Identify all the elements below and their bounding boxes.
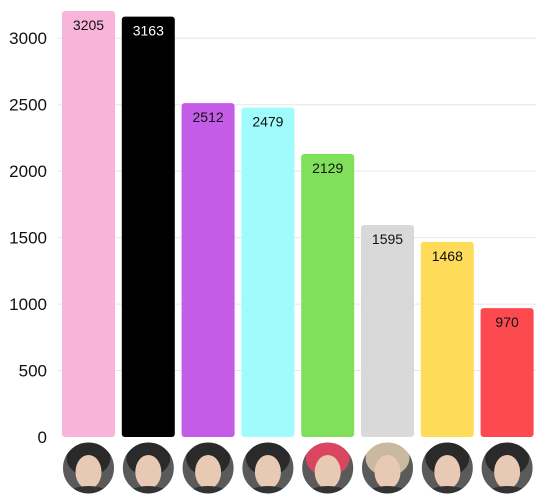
- y-tick-label: 2500: [9, 96, 47, 115]
- data-label: 3205: [73, 17, 104, 33]
- data-label: 2479: [252, 113, 283, 129]
- data-label: 2512: [193, 109, 224, 125]
- member-photo-icon: [480, 441, 534, 495]
- data-label: 3163: [133, 23, 164, 39]
- bar: [62, 10, 115, 438]
- data-label: 970: [495, 314, 519, 330]
- bars: [62, 10, 534, 438]
- bar: [301, 154, 355, 437]
- bar: [241, 107, 295, 437]
- y-tick-label: 3000: [9, 29, 47, 48]
- member-photo-icon: [62, 441, 115, 495]
- bar: [361, 224, 414, 437]
- bar: [181, 103, 235, 437]
- data-labels: 3205 3163 2512 2479 2129 1595 1468 970: [73, 17, 519, 330]
- member-photo-icon: [241, 441, 295, 495]
- bar: [420, 241, 474, 437]
- y-axis-ticks: 0 500 1000 1500 2000 2500 3000: [9, 29, 47, 447]
- y-tick-label: 0: [38, 428, 47, 447]
- member-photo-icon: [181, 441, 235, 495]
- data-label: 2129: [312, 160, 343, 176]
- y-tick-label: 1000: [9, 295, 47, 314]
- bar: [121, 16, 175, 438]
- y-tick-label: 2000: [9, 162, 47, 181]
- member-photo-icon: [121, 441, 175, 495]
- member-photo-icon: [420, 441, 474, 495]
- data-label: 1595: [372, 231, 403, 247]
- member-photo-icon: [301, 441, 355, 495]
- data-label: 1468: [432, 248, 463, 264]
- bar: [480, 308, 534, 437]
- x-axis-avatars: [62, 441, 534, 495]
- member-photo-icon: [361, 441, 414, 495]
- y-tick-label: 500: [19, 362, 47, 381]
- y-tick-label: 1500: [9, 229, 47, 248]
